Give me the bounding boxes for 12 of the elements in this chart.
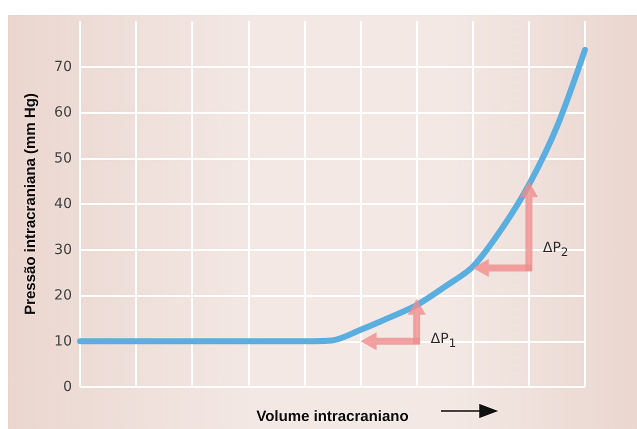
y-tick-label: 0	[63, 379, 72, 395]
y-tick-label: 60	[54, 104, 72, 120]
y-tick-label: 30	[54, 242, 72, 258]
annotation: ΔP$_{2}$	[542, 240, 568, 259]
y-axis-title: Pressão intracraniana (mm Hg)	[22, 93, 39, 315]
y-tick-label: 40	[54, 196, 72, 212]
y-tick-label: 20	[54, 288, 72, 304]
y-tick-label: 10	[54, 333, 72, 350]
y-tick-label: 50	[54, 150, 72, 166]
y-tick-label: 70	[54, 58, 72, 75]
x-axis-title: Volume intracraniano	[256, 408, 409, 425]
annotation: ΔP$_{1}$	[430, 331, 456, 350]
